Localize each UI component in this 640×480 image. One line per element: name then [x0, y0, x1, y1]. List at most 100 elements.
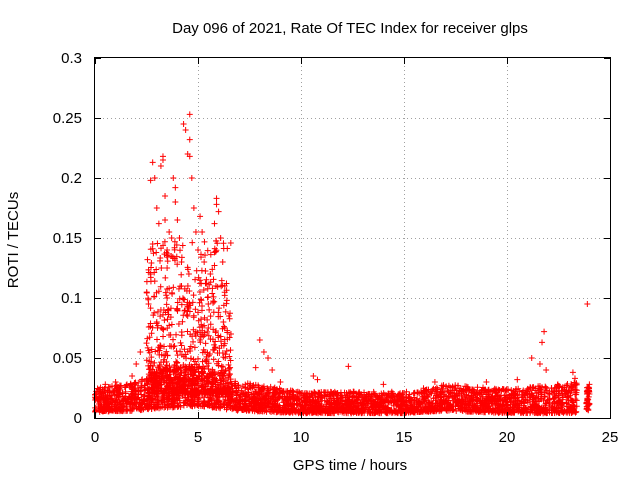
data-point — [150, 250, 157, 257]
data-point — [281, 398, 288, 405]
data-point — [279, 393, 286, 400]
data-point — [227, 310, 234, 317]
data-point — [494, 395, 501, 402]
data-point — [168, 321, 175, 328]
data-point — [193, 380, 200, 387]
x-tick-label: 15 — [396, 429, 413, 446]
data-point — [442, 398, 449, 405]
data-point — [468, 408, 475, 415]
data-point — [512, 395, 519, 402]
data-point — [204, 402, 211, 409]
data-point — [166, 371, 173, 378]
data-point — [249, 384, 256, 391]
data-point — [342, 397, 349, 404]
data-point — [256, 337, 263, 343]
data-point — [192, 358, 199, 365]
data-point — [211, 220, 218, 227]
data-point — [541, 328, 548, 335]
data-point — [201, 403, 208, 410]
data-point — [160, 377, 167, 384]
data-point — [209, 266, 216, 273]
data-point — [437, 393, 444, 400]
data-point — [221, 325, 228, 331]
data-point — [197, 339, 204, 346]
data-point — [275, 404, 282, 411]
data-point — [542, 393, 549, 400]
data-point — [215, 332, 222, 339]
data-point — [189, 397, 196, 404]
data-point — [393, 397, 400, 404]
data-point — [513, 386, 520, 393]
data-point — [327, 408, 334, 415]
data-point — [257, 402, 264, 409]
data-point — [99, 407, 106, 414]
data-point — [538, 387, 545, 394]
data-point — [259, 407, 266, 414]
data-point — [171, 244, 178, 251]
data-point — [245, 389, 252, 396]
data-point — [449, 389, 456, 396]
data-point — [194, 374, 201, 381]
data-point — [200, 346, 207, 353]
data-point — [530, 384, 537, 391]
data-point — [167, 367, 174, 374]
chart-title: Day 096 of 2021, Rate Of TEC Index for r… — [172, 20, 528, 37]
data-point — [176, 295, 183, 302]
data-point — [222, 367, 229, 374]
data-point — [181, 285, 188, 292]
data-point — [190, 292, 197, 299]
data-point — [170, 343, 177, 350]
data-point — [536, 361, 543, 367]
data-point — [116, 400, 123, 407]
data-point — [499, 397, 506, 404]
data-point — [187, 371, 194, 378]
data-point — [159, 157, 166, 163]
data-point — [182, 127, 189, 133]
data-point — [151, 175, 158, 181]
data-point — [585, 406, 592, 413]
data-point — [516, 404, 523, 411]
data-point — [420, 400, 427, 407]
data-point — [163, 374, 170, 381]
data-point — [170, 175, 177, 181]
data-point — [253, 406, 260, 413]
data-point — [210, 346, 217, 353]
data-point — [531, 410, 538, 417]
data-point — [425, 402, 432, 409]
data-point — [158, 359, 165, 366]
data-point — [205, 294, 212, 300]
data-point — [158, 245, 165, 252]
data-point — [184, 266, 191, 273]
data-point — [213, 195, 220, 202]
data-point — [425, 386, 432, 393]
data-point — [147, 246, 154, 253]
data-point — [274, 401, 281, 408]
data-point — [220, 342, 227, 349]
data-point — [514, 376, 521, 383]
data-point — [133, 361, 140, 367]
data-point — [244, 386, 251, 393]
data-point — [274, 408, 281, 415]
data-point — [192, 276, 199, 283]
data-point — [166, 229, 173, 235]
data-point — [460, 386, 467, 393]
data-point — [304, 395, 311, 402]
data-point — [153, 319, 160, 325]
data-point — [223, 347, 230, 354]
data-point — [217, 404, 224, 411]
data-point — [536, 383, 543, 390]
data-point — [204, 328, 211, 335]
data-point — [167, 368, 174, 375]
data-point — [174, 397, 181, 404]
data-point — [148, 346, 155, 353]
data-point — [219, 259, 226, 265]
data-point — [163, 358, 170, 365]
data-point — [139, 399, 146, 406]
data-point — [180, 312, 187, 319]
data-point — [222, 385, 229, 392]
data-point — [131, 397, 138, 404]
data-point — [225, 313, 232, 319]
data-point — [212, 375, 219, 382]
data-point — [202, 340, 209, 347]
data-point — [142, 404, 149, 411]
